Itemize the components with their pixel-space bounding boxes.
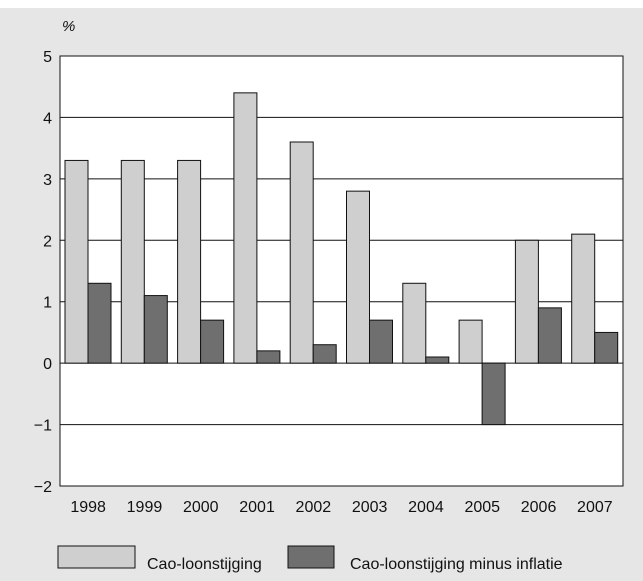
bar-cao-loonstijging-1999 xyxy=(120,159,145,364)
x-tick-label-2003: 2003 xyxy=(352,499,388,516)
bar-minus-inflatie-2003 xyxy=(369,319,393,364)
x-axis-ticks: 1998 1999 2000 2001 2002 2003 2004 2005 2006 2007 xyxy=(70,499,612,516)
y-tick-label: 0 xyxy=(43,356,52,373)
bar-minus-inflatie-2001 xyxy=(256,350,281,364)
bar-minus-inflatie-2004 xyxy=(425,356,450,364)
y-axis-unit-label: % xyxy=(62,18,75,35)
y-tick-label: 2 xyxy=(43,233,52,250)
x-tick-label-1998: 1998 xyxy=(70,499,106,516)
legend-swatch-cao-loonstijging-minus-inflatie xyxy=(287,545,335,569)
bar-cao-loonstijging-2006 xyxy=(514,239,539,364)
x-tick-label-2005: 2005 xyxy=(464,499,500,516)
x-tick-label-2000: 2000 xyxy=(183,499,219,516)
legend-label-cao-loonstijging-minus-inflatie: Cao-loonstijging minus inflatie xyxy=(350,556,563,573)
y-tick-label: −1 xyxy=(34,418,52,435)
legend-swatch-cao-loonstijging xyxy=(57,545,136,569)
bar-cao-loonstijging-2001 xyxy=(233,92,258,364)
bar-cao-loonstijging-2000 xyxy=(177,159,202,364)
x-tick-label-1999: 1999 xyxy=(127,499,163,516)
bar-minus-inflatie-2007 xyxy=(594,331,619,364)
y-tick-label: 4 xyxy=(43,110,52,127)
x-tick-label-2002: 2002 xyxy=(296,499,332,516)
y-axis-ticks: 5 4 3 2 1 0 −1 −2 xyxy=(34,49,52,496)
x-tick-label-2006: 2006 xyxy=(521,499,557,516)
x-tick-label-2007: 2007 xyxy=(577,499,613,516)
chart-svg: % 5 4 3 2 1 0 −1 −2 1998 1999 2000 2001 2002 2003 200… xyxy=(34,18,624,573)
chart-frame: % 5 4 3 2 1 0 −1 −2 1998 1999 2000 2001 2002 2003 200… xyxy=(0,8,643,581)
legend-label-cao-loonstijging: Cao-loonstijging xyxy=(147,556,262,573)
y-tick-label: 1 xyxy=(43,295,52,312)
x-tick-label-2001: 2001 xyxy=(239,499,275,516)
bar-minus-inflatie-2005 xyxy=(481,362,506,426)
y-tick-label: −2 xyxy=(34,479,52,496)
bar-cao-loonstijging-2002 xyxy=(289,141,314,364)
bars xyxy=(64,92,619,426)
x-tick-label-2004: 2004 xyxy=(408,499,444,516)
bar-cao-loonstijging-1998 xyxy=(64,159,89,364)
y-tick-label: 3 xyxy=(43,172,52,189)
legend: Cao-loonstijging Cao-loonstijging minus … xyxy=(57,545,563,573)
bar-cao-loonstijging-2004 xyxy=(402,282,427,364)
bar-cao-loonstijging-2005 xyxy=(458,319,483,364)
bar-minus-inflatie-1999 xyxy=(143,295,168,364)
bar-minus-inflatie-2000 xyxy=(200,319,225,364)
bar-cao-loonstijging-2007 xyxy=(571,233,596,364)
y-tick-label: 5 xyxy=(43,49,52,66)
bar-minus-inflatie-1998 xyxy=(87,282,112,364)
bar-minus-inflatie-2002 xyxy=(312,344,337,364)
bar-minus-inflatie-2006 xyxy=(537,307,562,364)
bar-cao-loonstijging-2003 xyxy=(346,190,370,364)
